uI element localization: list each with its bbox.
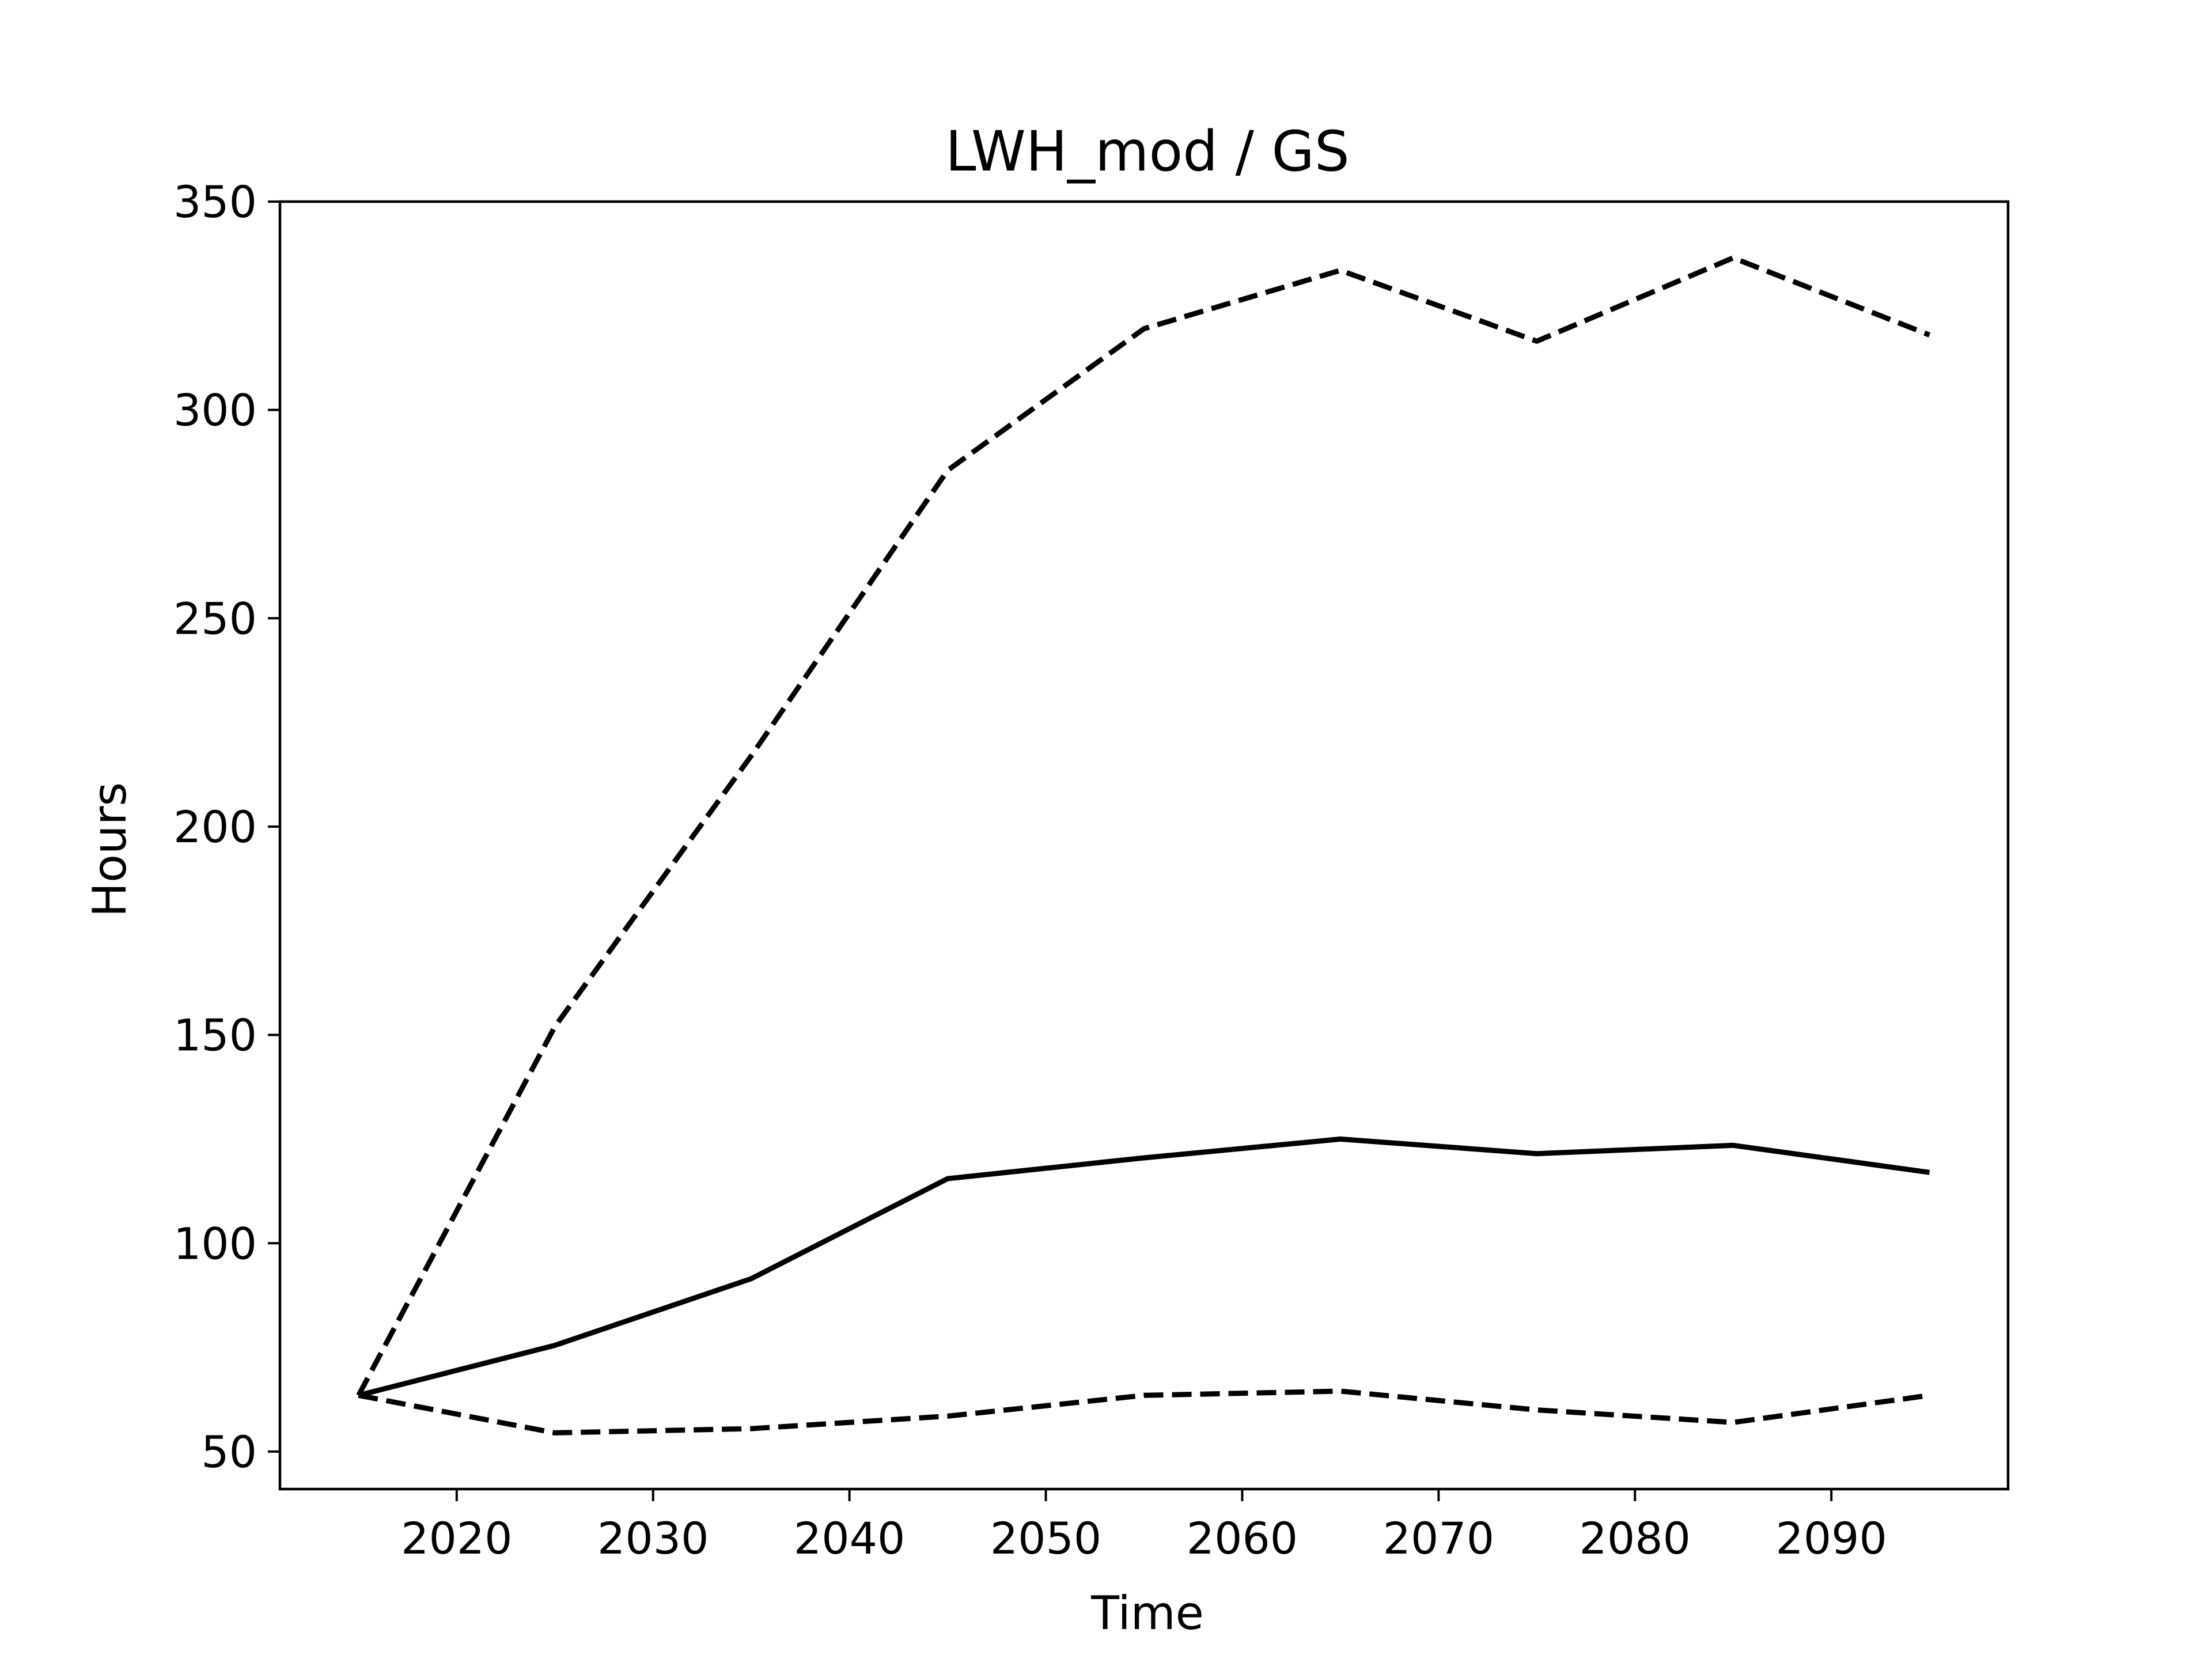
x-tick-label: 2030 (597, 1513, 709, 1564)
x-axis-label: Time (1090, 1586, 1204, 1640)
x-tick-label: 2080 (1580, 1513, 1691, 1564)
plot-frame (278, 200, 2010, 1491)
x-tick-label: 2090 (1775, 1513, 1887, 1564)
y-tick-label: 250 (173, 593, 257, 644)
y-tick-label: 50 (201, 1426, 257, 1478)
y-axis-label: Hours (83, 782, 137, 917)
x-tick-label: 2060 (1187, 1513, 1298, 1564)
y-axis-ticks: 50 100 150 200 250 300 350 (173, 176, 280, 1478)
x-tick-label: 2040 (794, 1513, 905, 1564)
y-tick-label: 200 (173, 801, 257, 853)
x-tick-label: 2020 (401, 1513, 512, 1564)
series-line-3 (358, 1388, 1930, 1435)
y-tick-label: 100 (173, 1218, 257, 1269)
chart-title: LWH_mod / GS (945, 119, 1350, 184)
y-tick-label: 300 (173, 385, 257, 436)
y-tick-label: 150 (173, 1010, 257, 1061)
series-line-2 (356, 255, 1931, 1397)
y-tick-label: 350 (173, 176, 257, 228)
series-line-1 (358, 1136, 1930, 1398)
x-tick-label: 2050 (990, 1513, 1101, 1564)
series-layer (356, 255, 1931, 1435)
x-axis-ticks: 2020 2030 2040 2050 2060 2070 2080 2090 (401, 1489, 1887, 1564)
x-tick-label: 2070 (1383, 1513, 1494, 1564)
